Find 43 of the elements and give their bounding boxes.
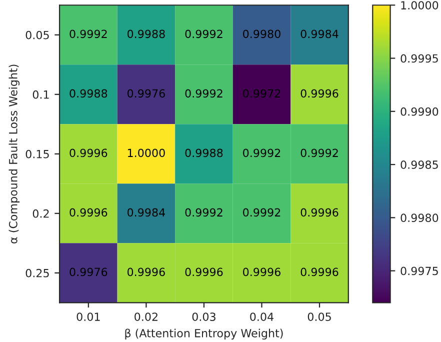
color-bar-label: 0.9985 [400,160,438,169]
data-label: 0.9980 [243,30,280,38]
x-tick-label: 0.01 [76,312,100,321]
y-tick-label: 0.2 [32,209,49,218]
data-label: 0.9996 [300,89,338,98]
data-label: 0.9988 [127,30,165,38]
color-bar-label: 1.0000 [401,1,438,10]
data-label: 0.9988 [70,89,108,98]
data-label: 0.9972 [243,89,280,98]
y-tick-label: 0.05 [26,30,49,40]
data-label: 0.9996 [70,208,108,217]
data-label: 0.9988 [185,148,223,158]
data-label: 0.9984 [300,30,338,38]
y-tick-label: 0.25 [26,268,49,278]
x-tick-label: 0.05 [308,312,331,321]
data-label: 0.9992 [185,208,222,217]
data-label: 0.9996 [300,208,338,217]
data-label: 0.9992 [185,89,222,98]
y-tick-label: 0.1 [32,90,49,99]
data-label: 0.9992 [300,148,338,158]
data-label: 0.9996 [127,268,165,276]
y-tick-label: 0.15 [26,150,49,158]
color-bar-label: 0.9990 [400,107,438,116]
data-label: 1.0000 [128,148,165,158]
data-label: 0.9976 [127,89,165,98]
data-label: 0.9996 [300,268,338,276]
color-bar-label: 0.9995 [400,54,438,63]
data-label: 0.9976 [70,268,108,276]
color-bar-label: 0.9980 [400,214,438,222]
data-label: 0.9992 [243,208,280,217]
data-label: 0.9992 [243,148,280,158]
data-label: 0.9992 [70,30,107,38]
x-tick-label: 0.03 [192,312,216,321]
data-label: 0.9996 [243,268,280,276]
x-axis-title: β (Attention Entropy Weight) [125,328,283,340]
data-label: 0.9996 [70,148,108,158]
data-label: 0.9996 [185,268,223,276]
x-tick-label: 0.04 [250,312,274,321]
data-label: 0.9992 [185,30,222,38]
color-bar-label: 0.9975 [400,266,438,276]
data-label: 0.9984 [127,208,166,217]
x-tick-label: 0.02 [134,312,158,321]
y-axis-title: α (Compound Fault Loss Weight) [8,64,20,244]
